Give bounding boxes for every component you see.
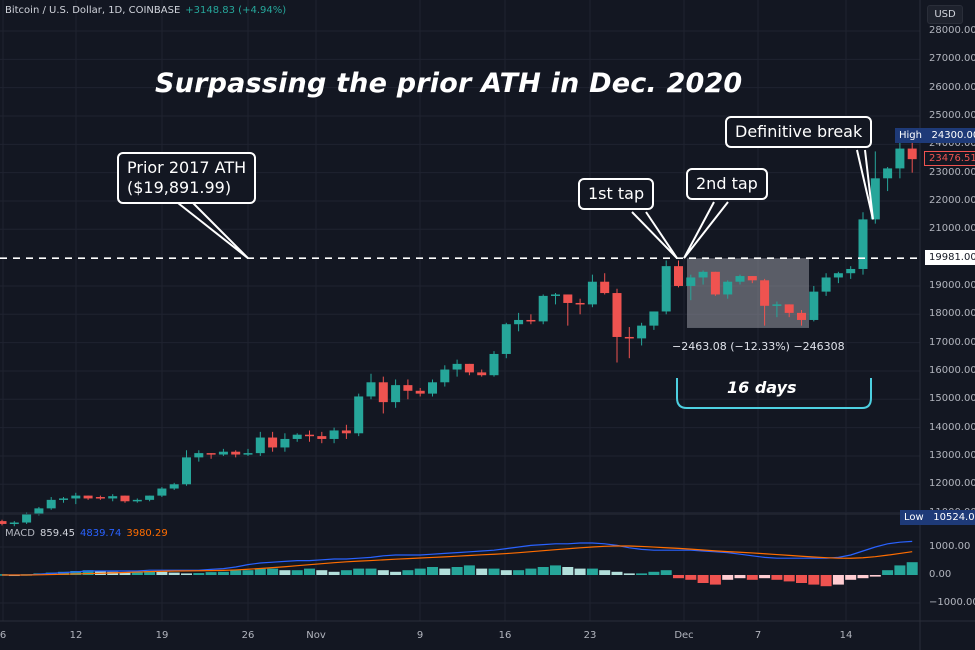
callout-pointers: [177, 149, 874, 259]
range-measure-label: −2463.08 (−12.33%) −246308: [672, 340, 845, 353]
price-axis-label: 27000.00: [929, 53, 975, 65]
chart-title: Surpassing the prior ATH in Dec. 2020: [155, 68, 743, 99]
time-axis-label: 12: [69, 630, 83, 641]
high-tag: High 24300.00: [895, 128, 975, 143]
price-axis-label: 15000.00: [929, 393, 975, 405]
macd-histogram-value: 859.45: [39, 528, 75, 539]
price-axis-label: 25000.00: [929, 109, 975, 121]
low-tag: Low 10524.00: [900, 510, 975, 525]
price-axis-label: 19000.00: [929, 279, 975, 291]
price-axis-label: 18000.00: [929, 308, 975, 320]
high-value: 24300.00: [931, 130, 975, 141]
callout-prior-ath: Prior 2017 ATH ($19,891.99): [117, 152, 257, 204]
low-label: Low: [904, 512, 924, 523]
macd-axis-neg1000: −1000.00: [929, 597, 975, 608]
time-axis-label: 16: [498, 630, 512, 641]
price-axis-label: 21000.00: [929, 223, 975, 235]
callout-first-tap: 1st tap: [578, 178, 655, 210]
callout-definitive-break: Definitive break: [725, 116, 873, 148]
time-axis-label: 6: [0, 630, 7, 641]
time-axis-label: 19: [155, 630, 169, 641]
time-axis-label: 9: [416, 630, 424, 641]
time-axis-label: Nov: [306, 630, 326, 641]
macd-axis-1000: 1000.00: [929, 541, 971, 552]
time-axis-label: Dec: [674, 630, 694, 641]
macd-legend: MACD 859.45 4839.74 3980.29: [5, 528, 173, 539]
range-measure-box: [687, 258, 809, 328]
high-label: High: [899, 130, 922, 141]
macd-line-value: 4839.74: [79, 528, 122, 539]
price-axis-label: 24000.00: [929, 138, 975, 150]
time-axis-label: 26: [241, 630, 255, 641]
symbol-label: Bitcoin / U.S. Dollar, 1D, COINBASE: [5, 5, 181, 16]
price-axis-label: 28000.00: [929, 25, 975, 36]
last-price-tag: 23476.51: [924, 151, 975, 166]
low-value: 10524.00: [933, 512, 975, 523]
duration-bracket: [676, 378, 872, 409]
price-change: +3148.83 (+4.94%): [185, 5, 287, 16]
time-axis-label: 7: [754, 630, 762, 641]
macd-pane: [0, 540, 918, 587]
price-axis-label: 17000.00: [929, 336, 975, 348]
currency-button[interactable]: USD: [927, 5, 963, 24]
price-axis-label: 14000.00: [929, 421, 975, 433]
time-axis-label: 14: [839, 630, 853, 641]
macd-label: MACD: [5, 528, 35, 539]
candlesticks: [0, 135, 917, 527]
callout-prior-ath-line1: Prior 2017 ATH: [127, 158, 247, 177]
callout-prior-ath-line2: ($19,891.99): [127, 178, 232, 197]
duration-label: 16 days: [727, 378, 797, 397]
price-axis-label: 23000.00: [929, 166, 975, 178]
price-axis-label: 22000.00: [929, 194, 975, 206]
macd-axis-0: 0.00: [929, 569, 952, 580]
price-axis-label: 26000.00: [929, 81, 975, 93]
time-axis-label: 23: [583, 630, 597, 641]
reference-line-price-tag: 19981.00: [925, 250, 975, 265]
macd-signal-value: 3980.29: [126, 528, 168, 539]
callout-second-tap: 2nd tap: [686, 168, 768, 200]
price-axis-label: 13000.00: [929, 449, 975, 461]
price-axis-label: 12000.00: [929, 478, 975, 490]
symbol-header: Bitcoin / U.S. Dollar, 1D, COINBASE +3148…: [5, 5, 286, 16]
price-axis-label: 16000.00: [929, 364, 975, 376]
